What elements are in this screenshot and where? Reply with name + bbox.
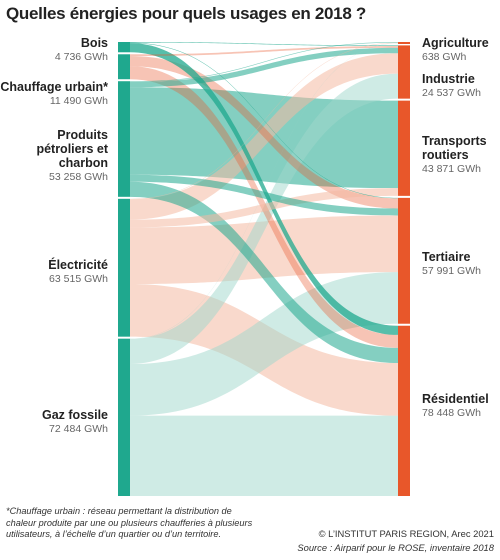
- flow-link: [130, 73, 398, 365]
- target-node-bar: [398, 42, 410, 44]
- target-name: Transports routiers: [422, 134, 487, 162]
- flow-link: [130, 47, 398, 88]
- flow-link: [130, 188, 398, 228]
- source-label: Produits pétroliers et charbon 53 258 GWh: [0, 128, 108, 184]
- source-node-bar: [118, 42, 130, 53]
- source-value: 63 515 GWh: [49, 273, 108, 285]
- target-name: Agriculture: [422, 36, 489, 50]
- target-value: 638 GWh: [422, 51, 467, 63]
- flow-link: [130, 215, 398, 285]
- target-name: Tertiaire: [422, 250, 471, 264]
- source-node-bar: [118, 338, 130, 496]
- source-node-bar: [118, 54, 130, 80]
- source-value: 53 258 GWh: [49, 171, 108, 183]
- source-label: Gaz fossile 72 484 GWh: [42, 408, 108, 436]
- source-name: Bois: [80, 36, 108, 50]
- target-name: Industrie: [422, 72, 475, 86]
- source-name: Chauffage urbain*: [0, 80, 108, 94]
- target-node-bar: [398, 197, 410, 324]
- flow-links: [130, 42, 398, 496]
- source-node-bar: [118, 198, 130, 337]
- target-label: Tertiaire 57 991 GWh: [422, 250, 481, 278]
- target-label: Agriculture 638 GWh: [422, 36, 489, 64]
- source-name: Électricité: [48, 258, 108, 272]
- source-node-bar: [118, 81, 130, 197]
- target-value: 43 871 GWh: [422, 163, 481, 175]
- footnote: *Chauffage urbain : réseau permettant la…: [6, 506, 253, 539]
- target-node-bar: [398, 325, 410, 497]
- target-value: 57 991 GWh: [422, 265, 481, 277]
- target-label: Résidentiel 78 448 GWh: [422, 392, 489, 420]
- target-node-bar: [398, 100, 410, 196]
- flow-link: [130, 415, 398, 496]
- source-name: Produits pétroliers et charbon: [36, 128, 108, 170]
- sankey-diagram: [118, 42, 410, 497]
- source-label: Électricité 63 515 GWh: [48, 258, 108, 286]
- target-label: Transports routiers 43 871 GWh: [422, 134, 492, 176]
- flow-link: [130, 42, 398, 199]
- source-label: Chauffage urbain* 11 490 GWh: [0, 80, 108, 108]
- credit-line: © L’INSTITUT PARIS REGION, Arec 2021: [318, 528, 494, 539]
- flow-link: [130, 42, 398, 200]
- source-label: Bois 4 736 GWh: [55, 36, 108, 64]
- flow-link: [130, 272, 398, 416]
- flow-link: [130, 174, 398, 216]
- target-value: 24 537 GWh: [422, 87, 481, 99]
- flow-link: [130, 181, 398, 364]
- flow-link: [130, 43, 398, 339]
- flow-link: [130, 43, 398, 335]
- target-value: 78 448 GWh: [422, 407, 481, 419]
- source-value: 11 490 GWh: [49, 95, 108, 107]
- target-label: Industrie 24 537 GWh: [422, 72, 481, 100]
- flow-link: [130, 46, 398, 57]
- target-node-bar: [398, 45, 410, 99]
- source-value: 72 484 GWh: [49, 423, 108, 435]
- page-title: Quelles énergies pour quels usages en 20…: [6, 4, 367, 23]
- flow-link: [130, 42, 398, 82]
- flow-link: [130, 56, 398, 209]
- source-name: Gaz fossile: [42, 408, 108, 422]
- node-bars: [118, 42, 410, 497]
- flow-link: [130, 42, 398, 47]
- flow-link: [130, 53, 398, 220]
- source-value: 4 736 GWh: [54, 51, 108, 63]
- source-line: Source : Airparif pour le ROSE, inventai…: [297, 542, 494, 553]
- target-name: Résidentiel: [422, 392, 489, 406]
